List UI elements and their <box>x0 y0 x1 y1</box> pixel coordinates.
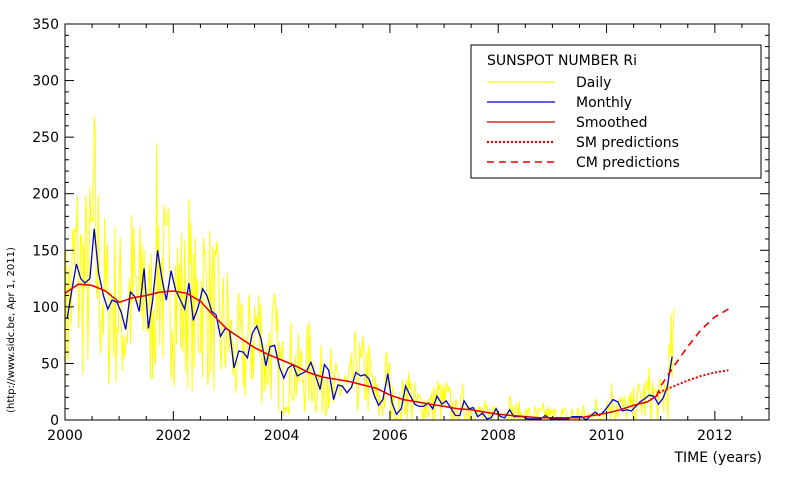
x-axis-title: TIME (years) <box>673 450 762 466</box>
x-tick-label: 2000 <box>47 428 83 444</box>
x-axis: 2000 2002 2004 2006 2008 2010 2012 <box>47 24 770 444</box>
y-tick-label: 350 <box>32 17 59 33</box>
y-tick-label: 100 <box>32 300 59 316</box>
y-tick-label: 250 <box>32 130 59 146</box>
x-tick-label: 2006 <box>372 428 408 444</box>
y-tick-label: 200 <box>32 187 59 203</box>
daily-series <box>64 116 675 422</box>
x-tick-label: 2002 <box>155 428 191 444</box>
y-tick-label: 300 <box>32 74 59 90</box>
y-tick-label: 50 <box>41 356 59 372</box>
x-tick-label: 2012 <box>697 428 733 444</box>
daily-line <box>64 116 675 422</box>
smoothed-line <box>64 283 657 419</box>
y-axis: 0 50 100 150 200 250 300 350 <box>32 17 769 429</box>
x-tick-label: 2008 <box>480 428 516 444</box>
credit-label: (http://www.sidc.be, Apr 1, 2011) <box>6 247 17 413</box>
legend-label-daily: Daily <box>576 75 611 91</box>
x-tick-label: 2010 <box>589 428 625 444</box>
legend-title: SUNSPOT NUMBER Ri <box>487 53 637 69</box>
y-tick-label: 0 <box>50 413 59 429</box>
legend-label-smoothed: Smoothed <box>576 115 648 131</box>
legend: SUNSPOT NUMBER Ri Daily Monthly Smoothed… <box>470 44 762 179</box>
y-tick-label: 150 <box>32 243 59 259</box>
x-tick-label: 2004 <box>264 428 300 444</box>
cm-predictions-line <box>655 308 729 397</box>
prediction-series <box>655 308 729 397</box>
legend-label-monthly: Monthly <box>576 95 632 111</box>
legend-label-sm-predictions: SM predictions <box>576 135 679 151</box>
legend-box <box>470 44 762 179</box>
smoothed-series <box>64 283 657 419</box>
legend-label-cm-predictions: CM predictions <box>576 155 680 171</box>
